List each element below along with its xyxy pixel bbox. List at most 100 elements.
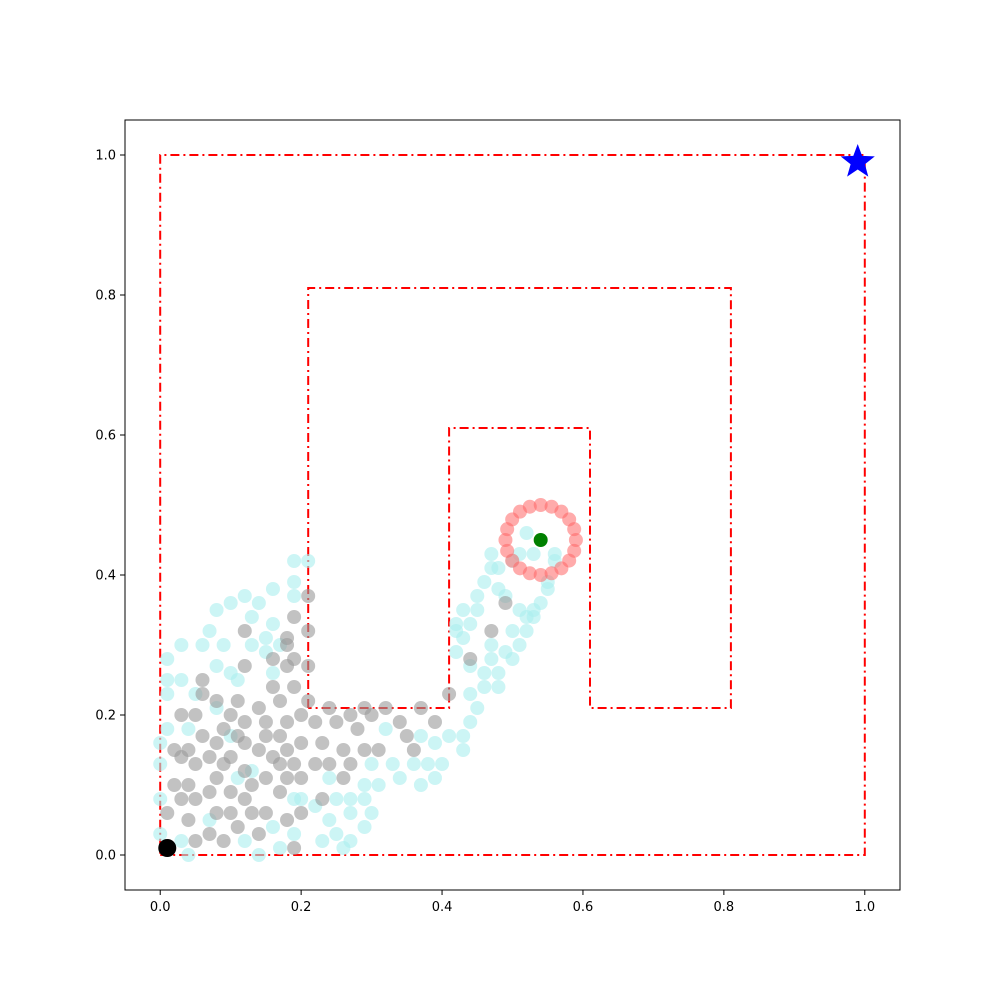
y-tick-label: 1.0 xyxy=(95,149,116,164)
explored-point xyxy=(519,624,534,638)
visited-point xyxy=(216,834,231,848)
visited-point xyxy=(160,806,175,820)
ring-point xyxy=(500,522,515,537)
explored-point xyxy=(519,526,534,540)
explored-point xyxy=(540,582,555,596)
explored-point xyxy=(322,771,337,785)
visited-point xyxy=(442,687,457,701)
visited-point xyxy=(273,757,287,771)
visited-point xyxy=(230,694,245,708)
visited-points xyxy=(160,589,513,855)
explored-point xyxy=(265,820,280,834)
explored-point xyxy=(343,792,358,806)
explored-point xyxy=(435,757,450,771)
visited-point xyxy=(223,806,238,820)
explored-point xyxy=(470,603,485,617)
visited-point xyxy=(322,757,337,771)
explored-point xyxy=(470,701,485,715)
visited-point xyxy=(174,708,189,722)
visited-point xyxy=(308,715,323,729)
visited-point xyxy=(308,757,323,771)
goal-star-marker xyxy=(840,144,875,177)
explored-point xyxy=(329,792,344,806)
explored-point xyxy=(244,638,259,652)
explored-point xyxy=(265,617,280,631)
explored-point xyxy=(484,652,499,666)
explored-point xyxy=(505,652,520,666)
x-tick-label: 0.0 xyxy=(150,900,171,915)
ring-point xyxy=(567,543,582,558)
visited-point xyxy=(188,757,203,771)
explored-point xyxy=(181,848,196,862)
x-axis: 0.0 0.2 0.4 0.6 0.8 1.0 xyxy=(150,890,875,915)
explored-point xyxy=(364,806,379,820)
explored-point xyxy=(477,680,492,694)
explored-point xyxy=(181,722,196,736)
visited-point xyxy=(329,715,344,729)
visited-point xyxy=(280,631,295,645)
visited-point xyxy=(301,694,316,708)
visited-point xyxy=(280,715,295,729)
visited-point xyxy=(265,680,280,694)
explored-point xyxy=(456,729,471,743)
explored-point xyxy=(209,603,224,617)
explored-point xyxy=(265,666,280,680)
explored-point xyxy=(160,722,175,736)
explored-point xyxy=(371,778,386,792)
visited-point xyxy=(315,736,330,750)
visited-point xyxy=(498,596,513,610)
explored-point xyxy=(519,610,534,624)
x-tick-label: 0.4 xyxy=(432,900,453,915)
visited-point xyxy=(357,743,372,757)
visited-point xyxy=(301,659,316,673)
explored-point xyxy=(202,624,217,638)
visited-point xyxy=(294,708,309,722)
visited-point xyxy=(336,743,351,757)
visited-point xyxy=(287,610,302,624)
visited-point xyxy=(244,806,259,820)
explored-point xyxy=(343,806,358,820)
explored-point xyxy=(378,722,393,736)
visited-point xyxy=(484,624,499,638)
visited-point xyxy=(301,589,316,603)
boundary-line-0 xyxy=(159,154,866,856)
explored-point xyxy=(442,729,457,743)
explored-point xyxy=(463,617,478,631)
explored-point xyxy=(153,757,168,771)
visited-point xyxy=(287,757,302,771)
visited-point xyxy=(258,806,273,820)
visited-point xyxy=(350,722,365,736)
visited-point xyxy=(336,771,351,785)
visited-point xyxy=(209,694,224,708)
visited-point xyxy=(209,806,224,820)
explored-points xyxy=(153,526,562,862)
explored-point xyxy=(195,638,210,652)
explored-point xyxy=(406,757,421,771)
markers xyxy=(158,144,875,857)
explored-point xyxy=(357,778,372,792)
explored-point xyxy=(343,834,358,848)
explored-point xyxy=(294,792,309,806)
visited-point xyxy=(294,771,309,785)
visited-point xyxy=(287,652,302,666)
visited-point xyxy=(343,757,358,771)
visited-point xyxy=(463,652,478,666)
explored-point xyxy=(463,715,478,729)
y-tick-label: 0.6 xyxy=(95,429,116,444)
visited-point xyxy=(322,701,337,715)
explored-point xyxy=(456,631,471,645)
visited-point xyxy=(265,652,280,666)
explored-point xyxy=(287,589,302,603)
explored-point xyxy=(287,827,302,841)
explored-point xyxy=(413,778,428,792)
explored-point xyxy=(533,596,548,610)
visited-point xyxy=(364,708,379,722)
explored-point xyxy=(244,610,259,624)
visited-point xyxy=(315,792,330,806)
visited-point xyxy=(280,743,295,757)
x-tick-label: 0.2 xyxy=(291,900,312,915)
explored-point xyxy=(258,631,273,645)
ring-point xyxy=(568,533,583,547)
explored-point xyxy=(251,848,266,862)
explored-point xyxy=(230,673,245,687)
